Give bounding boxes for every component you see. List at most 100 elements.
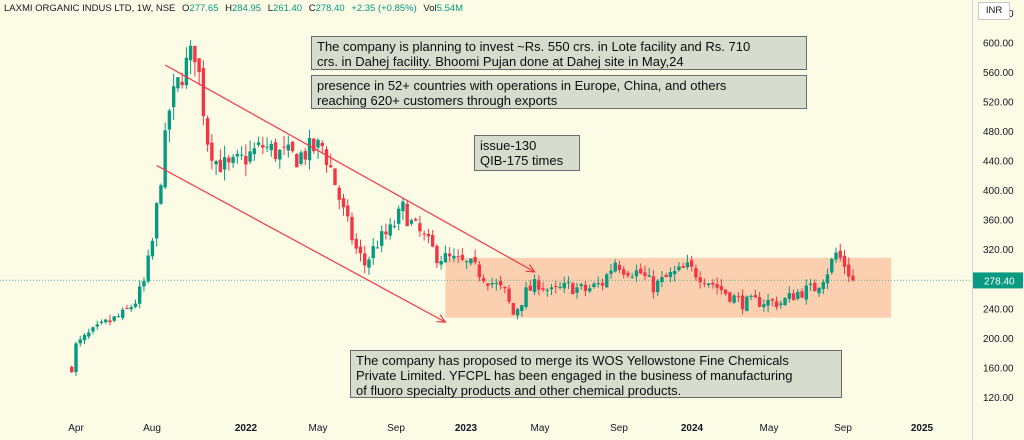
candle-body bbox=[235, 153, 240, 157]
annotation-merger[interactable]: The company has proposed to merge its WO… bbox=[350, 350, 842, 398]
candle-body bbox=[358, 246, 363, 254]
candle-body bbox=[698, 277, 702, 283]
candle-body bbox=[605, 274, 609, 288]
candle-body bbox=[668, 271, 673, 278]
candle-body bbox=[473, 256, 477, 263]
candle-body bbox=[341, 198, 346, 208]
annotation-investment[interactable]: The company is planning to invest ~Rs. 5… bbox=[311, 36, 807, 70]
candle-body bbox=[91, 327, 95, 332]
candle-body bbox=[596, 283, 600, 285]
candle-body bbox=[248, 151, 252, 162]
candle-body bbox=[787, 293, 792, 299]
candle-body bbox=[808, 283, 813, 285]
candle-body bbox=[252, 148, 257, 155]
x-tick-label: Sep bbox=[610, 423, 628, 434]
candle-body bbox=[299, 152, 303, 164]
candle-body bbox=[303, 151, 307, 160]
candle-body bbox=[188, 45, 193, 61]
candle-body bbox=[244, 156, 248, 165]
candle-body bbox=[167, 110, 172, 130]
y-tick-label: 240.00 bbox=[983, 304, 1014, 315]
candle-body bbox=[545, 289, 549, 291]
candle-body bbox=[307, 138, 312, 161]
candle-body bbox=[443, 253, 448, 263]
candle-body bbox=[626, 272, 630, 276]
candle-body bbox=[256, 142, 261, 145]
candle-body bbox=[834, 252, 838, 260]
candle-body bbox=[791, 293, 796, 301]
candle-body bbox=[112, 316, 116, 321]
candle-body bbox=[779, 303, 783, 306]
candle-body bbox=[770, 299, 775, 301]
y-tick-label: 600.00 bbox=[983, 38, 1014, 49]
y-tick-label: 440.00 bbox=[983, 157, 1014, 168]
candle-body bbox=[719, 286, 724, 291]
candle-body bbox=[95, 324, 99, 327]
candle-body bbox=[647, 275, 651, 277]
candle-body bbox=[354, 238, 358, 249]
candle-body bbox=[689, 260, 694, 267]
channel-upper-line[interactable] bbox=[164, 64, 535, 273]
candle-body bbox=[600, 282, 605, 286]
candle-body bbox=[163, 130, 167, 188]
candle-body bbox=[549, 287, 554, 290]
candle-body bbox=[214, 161, 218, 165]
candle-body bbox=[655, 280, 660, 293]
candle-body bbox=[401, 201, 405, 212]
candle-body bbox=[583, 284, 588, 291]
candle-body bbox=[78, 339, 82, 344]
candle-body bbox=[494, 283, 499, 285]
currency-button[interactable]: INR bbox=[978, 2, 1010, 20]
candle-body bbox=[265, 146, 269, 148]
candle-body bbox=[312, 138, 316, 152]
candle-body bbox=[639, 268, 643, 274]
candle-body bbox=[562, 282, 566, 289]
candle-body bbox=[439, 261, 443, 265]
candle-body bbox=[218, 159, 223, 173]
candle-body bbox=[108, 320, 112, 323]
y-tick-label: 480.00 bbox=[983, 127, 1014, 138]
close-label: C bbox=[308, 3, 316, 14]
y-tick-label: 360.00 bbox=[983, 216, 1014, 227]
candle-body bbox=[409, 220, 414, 224]
candle-body bbox=[154, 203, 159, 239]
candle-body bbox=[842, 255, 847, 267]
candle-body bbox=[541, 288, 545, 290]
x-tick-label: 2024 bbox=[681, 423, 704, 434]
last-price-tag-label: 278.40 bbox=[984, 276, 1015, 287]
candle-body bbox=[464, 261, 469, 263]
candle-body bbox=[520, 304, 524, 312]
candle-body bbox=[384, 231, 388, 235]
candle-body bbox=[231, 156, 235, 164]
candle-body bbox=[197, 58, 201, 73]
candle-body bbox=[634, 270, 639, 277]
candle-body bbox=[490, 283, 494, 285]
candle-body bbox=[222, 157, 227, 170]
candle-body bbox=[430, 235, 435, 247]
candle-body bbox=[524, 287, 528, 307]
candle-body bbox=[566, 282, 571, 284]
candle-body bbox=[150, 240, 155, 257]
candle-body bbox=[813, 282, 817, 292]
candle-body bbox=[766, 300, 770, 306]
annotation-ipo[interactable]: issue-130 QIB-175 times bbox=[474, 135, 580, 171]
candle-body bbox=[571, 283, 575, 295]
symbol-label[interactable]: LAXMI ORGANIC INDUS LTD, 1W, NSE bbox=[4, 3, 176, 14]
channel-lower-line[interactable] bbox=[156, 164, 446, 323]
candle-body bbox=[447, 253, 452, 257]
candle-body bbox=[851, 275, 855, 281]
annotation-exports[interactable]: presence in 52+ countries with operation… bbox=[311, 75, 807, 109]
candle-body bbox=[82, 334, 87, 341]
candle-body bbox=[456, 256, 460, 258]
y-tick-label: 320.00 bbox=[983, 245, 1014, 256]
candle-body bbox=[87, 332, 91, 337]
consolidation-range-box[interactable] bbox=[445, 257, 892, 318]
candle-body bbox=[630, 276, 634, 278]
candle-body bbox=[435, 245, 439, 264]
candle-body bbox=[205, 118, 210, 145]
candle-body bbox=[800, 291, 804, 298]
x-tick-label: Apr bbox=[68, 423, 84, 434]
y-tick-label: 400.00 bbox=[983, 186, 1014, 197]
close-value: 278.40 bbox=[315, 3, 345, 14]
